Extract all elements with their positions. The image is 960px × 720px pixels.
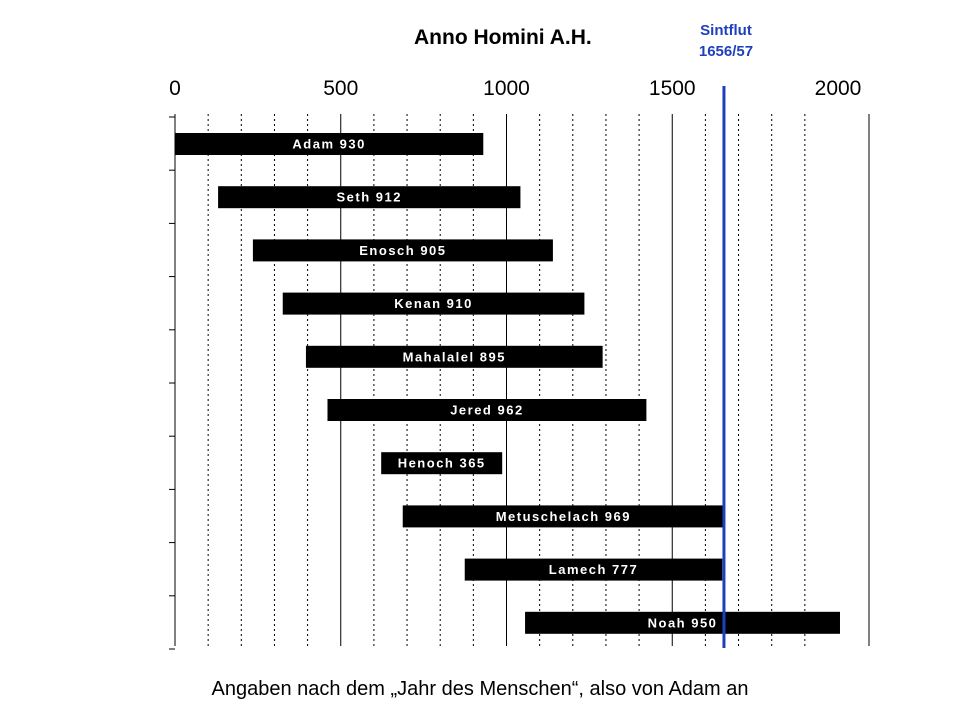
bar-label: Adam 930 xyxy=(292,137,365,152)
x-tick-label: 2000 xyxy=(815,77,862,100)
lifespan-bar xyxy=(525,611,840,634)
lifespan-bar xyxy=(175,133,484,155)
x-tick-label: 500 xyxy=(323,77,358,100)
lifespan-bar xyxy=(402,505,724,528)
bar-label: Metuschelach 969 xyxy=(496,509,631,524)
x-tick-label: 0 xyxy=(169,77,181,100)
flood-marker-label: Sintflut 1656/57 xyxy=(676,20,776,62)
x-tick-label: 1500 xyxy=(649,77,696,100)
lifespan-bar xyxy=(464,558,723,581)
bar-label: Henoch 365 xyxy=(398,456,486,471)
bar-label: Kenan 910 xyxy=(394,296,473,311)
bar-label: Seth 912 xyxy=(337,190,402,205)
bar-label: Enosch 905 xyxy=(359,243,446,258)
bar-label: Lamech 777 xyxy=(549,562,638,577)
bar-label: Jered 962 xyxy=(450,403,524,418)
footer-note: Angaben nach dem „Jahr des Menschen“, al… xyxy=(0,678,960,701)
lifespan-bar xyxy=(305,345,603,368)
lifespan-bar xyxy=(282,292,585,315)
bar-label: Mahalalel 895 xyxy=(403,349,506,364)
flood-marker-year: 1656/57 xyxy=(698,43,754,60)
chart-title: Anno Homini A.H. xyxy=(414,26,592,49)
lifespan-bar xyxy=(327,399,647,421)
footer-text: Angaben nach dem „Jahr des Menschen“, al… xyxy=(211,678,749,700)
x-tick-label: 1000 xyxy=(483,77,530,100)
lifespan-bar xyxy=(381,452,503,475)
flood-marker-name: Sintflut xyxy=(700,22,752,39)
bar-label: Noah 950 xyxy=(648,615,718,630)
lifespan-bar xyxy=(218,186,521,209)
lifespan-bar xyxy=(252,239,553,262)
